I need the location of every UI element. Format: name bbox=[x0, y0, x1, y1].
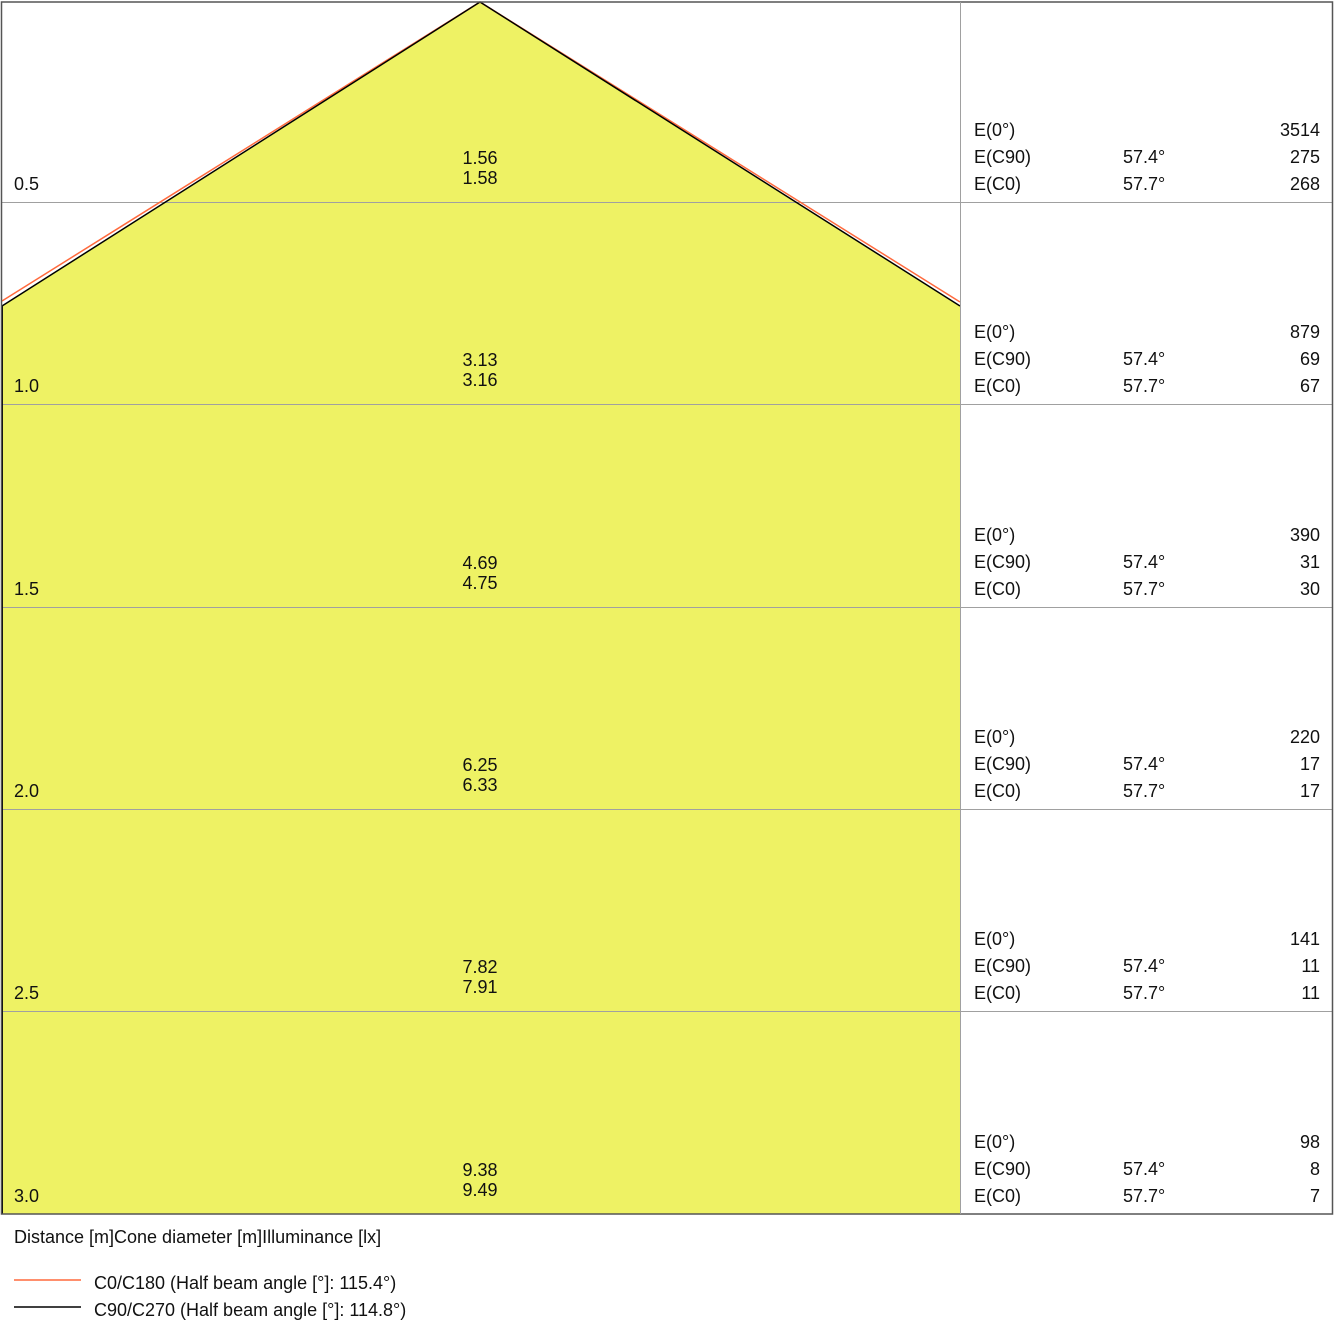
e0-label: E(0°) bbox=[974, 525, 1016, 545]
distance-label: 1.5 bbox=[14, 579, 40, 599]
e-c0-label: E(C0) bbox=[974, 579, 1022, 599]
c0-angle: 57.7° bbox=[1123, 376, 1166, 396]
c0-angle: 57.7° bbox=[1123, 1186, 1166, 1206]
e-c0-value: 67 bbox=[1299, 376, 1320, 396]
e-c90-value: 31 bbox=[1299, 552, 1320, 572]
e-c90-label: E(C90) bbox=[974, 754, 1032, 774]
c90-angle: 57.4° bbox=[1123, 552, 1166, 572]
legend-c0-label: C0/C180 (Half beam angle [°]: 115.4°) bbox=[94, 1273, 397, 1293]
frame bbox=[0, 1, 1334, 1215]
cone-diameter-c90: 3.16 bbox=[462, 370, 498, 390]
e0-value: 390 bbox=[1289, 525, 1320, 545]
c90-angle: 57.4° bbox=[1123, 147, 1166, 167]
e-c0-label: E(C0) bbox=[974, 983, 1022, 1003]
e0-label: E(0°) bbox=[974, 1132, 1016, 1152]
e0-value: 879 bbox=[1289, 322, 1320, 342]
cone-diameter-c90: 4.75 bbox=[462, 573, 498, 593]
cone-diameter-c90: 1.58 bbox=[462, 168, 498, 188]
cone-diameter-c0: 7.82 bbox=[462, 957, 498, 977]
c90-angle: 57.4° bbox=[1123, 1159, 1166, 1179]
distance-label: 3.0 bbox=[14, 1186, 40, 1206]
e-c0-value: 11 bbox=[1301, 983, 1320, 1003]
distance-label: 2.5 bbox=[14, 983, 40, 1003]
legend-c90-label: C90/C270 (Half beam angle [°]: 114.8°) bbox=[94, 1300, 407, 1320]
e-c90-label: E(C90) bbox=[974, 552, 1032, 572]
e-c90-value: 275 bbox=[1289, 147, 1320, 167]
e0-label: E(0°) bbox=[974, 727, 1016, 747]
cone-diameter-c0: 6.25 bbox=[462, 755, 498, 775]
e-c0-value: 7 bbox=[1309, 1186, 1320, 1206]
e-c90-label: E(C90) bbox=[974, 349, 1032, 369]
e-c90-value: 17 bbox=[1299, 754, 1320, 774]
e0-value: 98 bbox=[1299, 1132, 1320, 1152]
e0-label: E(0°) bbox=[974, 322, 1016, 342]
cone-diameter-c0: 4.69 bbox=[462, 553, 498, 573]
e0-value: 3514 bbox=[1279, 120, 1320, 140]
e-c90-label: E(C90) bbox=[974, 1159, 1032, 1179]
c90-angle: 57.4° bbox=[1123, 956, 1166, 976]
c0-angle: 57.7° bbox=[1123, 781, 1166, 801]
e-c90-value: 8 bbox=[1309, 1159, 1320, 1179]
axis-caption: Distance [m]Cone diameter [m]Illuminance… bbox=[14, 1227, 382, 1247]
e0-label: E(0°) bbox=[974, 929, 1016, 949]
e-c0-value: 17 bbox=[1299, 781, 1320, 801]
e-c0-label: E(C0) bbox=[974, 1186, 1022, 1206]
e-c0-label: E(C0) bbox=[974, 781, 1022, 801]
distance-label: 0.5 bbox=[14, 174, 40, 194]
e-c90-value: 69 bbox=[1299, 349, 1320, 369]
cone-diameter-c90: 9.49 bbox=[462, 1180, 498, 1200]
c0-angle: 57.7° bbox=[1123, 579, 1166, 599]
e-c0-value: 268 bbox=[1289, 174, 1320, 194]
e-c90-value: 11 bbox=[1301, 956, 1320, 976]
c90-angle: 57.4° bbox=[1123, 754, 1166, 774]
distance-label: 1.0 bbox=[14, 376, 40, 396]
cone-diameter-c0: 9.38 bbox=[462, 1160, 498, 1180]
cone-diameter-c0: 3.13 bbox=[462, 350, 498, 370]
cone-diameter-c90: 6.33 bbox=[462, 775, 498, 795]
e-c0-label: E(C0) bbox=[974, 174, 1022, 194]
e-c0-value: 30 bbox=[1299, 579, 1320, 599]
e-c0-label: E(C0) bbox=[974, 376, 1022, 396]
c0-angle: 57.7° bbox=[1123, 174, 1166, 194]
e-c90-label: E(C90) bbox=[974, 956, 1032, 976]
e-c90-label: E(C90) bbox=[974, 147, 1032, 167]
e0-value: 220 bbox=[1289, 727, 1320, 747]
e0-value: 141 bbox=[1289, 929, 1320, 949]
c90-angle: 57.4° bbox=[1123, 349, 1166, 369]
e0-label: E(0°) bbox=[974, 120, 1016, 140]
c0-angle: 57.7° bbox=[1123, 983, 1166, 1003]
distance-label: 2.0 bbox=[14, 781, 40, 801]
cone-diameter-c90: 7.91 bbox=[462, 977, 498, 997]
cone-diameter-c0: 1.56 bbox=[462, 148, 498, 168]
